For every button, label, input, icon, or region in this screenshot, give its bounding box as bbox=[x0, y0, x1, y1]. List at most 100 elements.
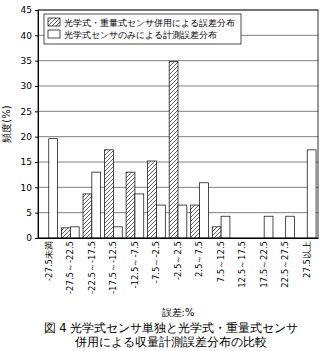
plot: 0 5 10 15 20 25 30 35 40 45 -27.5未満 -27.5～-22.5 -22.… bbox=[21, 5, 319, 294]
tick: -17.5～-12.5 bbox=[108, 238, 118, 294]
bar bbox=[156, 205, 165, 238]
tick: 0 bbox=[26, 233, 38, 243]
tick: -7.5～-2.5 bbox=[151, 238, 161, 283]
tick-label: -2.5～2.5 bbox=[173, 241, 183, 280]
legend: 光学式・重量式センサ併用による誤差分布光学式センサのみによる計測誤差分布 bbox=[44, 14, 241, 44]
tick: 22.5～27.5 bbox=[280, 238, 290, 288]
bar bbox=[307, 150, 316, 238]
tick-label: 15 bbox=[21, 157, 32, 167]
tick: 20 bbox=[21, 132, 38, 142]
tick: 27.5以上 bbox=[302, 238, 312, 278]
tick: 15 bbox=[21, 157, 38, 167]
x-axis-line bbox=[39, 238, 319, 239]
tick: 10 bbox=[21, 183, 38, 193]
bar bbox=[221, 216, 230, 238]
bar bbox=[49, 139, 58, 238]
tick: -27.5～-22.5 bbox=[65, 238, 75, 294]
tick: 30 bbox=[21, 81, 38, 91]
tick-mark bbox=[35, 238, 38, 239]
tick-label: 0 bbox=[26, 233, 32, 243]
tick-label: 45 bbox=[21, 5, 32, 15]
tick: 2.5～7.5 bbox=[194, 238, 204, 277]
tick-label: 30 bbox=[21, 81, 33, 91]
x-axis: -27.5未満 -27.5～-22.5 -22.5～-17.5 -17.5～-12.5… bbox=[39, 238, 319, 294]
y-axis: 0 5 10 15 20 25 30 35 40 45 bbox=[21, 5, 39, 243]
legend-label: 光学式・重量式センサ併用による誤差分布 bbox=[64, 18, 235, 28]
legend-label: 光学式センサのみによる計測誤差分布 bbox=[64, 30, 217, 40]
tick-mark bbox=[35, 111, 38, 112]
tick: -27.5未満 bbox=[43, 238, 53, 281]
tick: -12.5～-7.5 bbox=[130, 238, 140, 289]
bar bbox=[105, 150, 114, 238]
tick-label: 5 bbox=[26, 208, 32, 218]
bar bbox=[113, 227, 122, 238]
bar bbox=[61, 228, 70, 238]
tick-label: -27.5未満 bbox=[43, 241, 53, 281]
tick-label: 7.5～12.5 bbox=[216, 241, 226, 282]
tick-label: -12.5～-7.5 bbox=[130, 241, 140, 289]
tick-label: 10 bbox=[21, 183, 33, 193]
tick-label: 40 bbox=[21, 31, 33, 41]
bar bbox=[148, 161, 157, 238]
tick-label: -27.5～-22.5 bbox=[65, 241, 75, 294]
tick: 45 bbox=[21, 5, 38, 15]
bar bbox=[212, 227, 221, 238]
tick-label: 2.5～7.5 bbox=[194, 241, 204, 277]
tick-label: -22.5～-17.5 bbox=[87, 241, 97, 294]
tick-mark bbox=[35, 35, 38, 36]
tick: 12.5～17.5 bbox=[237, 238, 247, 288]
y-axis-line bbox=[35, 11, 39, 239]
title: 図 4 光学式センサ単独と光学式・重量式センサ bbox=[44, 321, 299, 335]
tick-label: 22.5～27.5 bbox=[280, 241, 290, 288]
tick-label: 17.5～22.5 bbox=[259, 241, 269, 288]
tick-mark bbox=[35, 137, 38, 138]
title: 併用による収量計測誤差分布の比較 bbox=[74, 335, 267, 349]
legend-item: 光学式・重量式センサ併用による誤差分布 bbox=[48, 18, 235, 28]
series bbox=[61, 62, 221, 238]
x-axis-title: 誤差:% bbox=[162, 307, 195, 318]
chart: 0 5 10 15 20 25 30 35 40 45 -27.5未満 -27.5～-22.5 -22.… bbox=[0, 0, 326, 351]
tick-mark bbox=[35, 86, 38, 87]
legend-swatch bbox=[48, 30, 60, 38]
bar bbox=[286, 216, 295, 238]
tick-mark bbox=[35, 162, 38, 163]
tick-label: 20 bbox=[21, 132, 33, 142]
tick-label: 27.5以上 bbox=[302, 241, 312, 278]
bar bbox=[70, 227, 79, 238]
tick-mark bbox=[35, 61, 38, 62]
legend-item: 光学式センサのみによる計測誤差分布 bbox=[48, 30, 217, 40]
tick: 17.5～22.5 bbox=[259, 238, 269, 288]
tick: 40 bbox=[21, 31, 38, 41]
bar bbox=[126, 172, 135, 238]
bar bbox=[92, 172, 101, 238]
bar bbox=[191, 205, 200, 238]
tick: 35 bbox=[21, 56, 38, 66]
tick-mark bbox=[35, 10, 38, 11]
series bbox=[49, 139, 316, 238]
tick: 25 bbox=[21, 107, 38, 117]
grid-line bbox=[38, 60, 318, 61]
bar bbox=[200, 183, 209, 238]
bar bbox=[83, 194, 92, 238]
bar bbox=[169, 62, 178, 238]
grid bbox=[38, 10, 318, 238]
tick-label: 35 bbox=[21, 56, 32, 66]
frame bbox=[38, 10, 318, 238]
tick: -22.5～-17.5 bbox=[87, 238, 97, 294]
tick: 5 bbox=[26, 208, 38, 218]
bar bbox=[178, 205, 187, 238]
legend-swatch bbox=[48, 18, 60, 26]
tick: 7.5～12.5 bbox=[216, 238, 226, 282]
y-axis-title: 頻度(%) bbox=[1, 105, 12, 142]
tick-label: -7.5～-2.5 bbox=[151, 241, 161, 283]
bar bbox=[264, 216, 273, 238]
tick-label: -17.5～-12.5 bbox=[108, 241, 118, 294]
bars bbox=[49, 62, 316, 238]
tick: -2.5～2.5 bbox=[173, 238, 183, 280]
tick-label: 12.5～17.5 bbox=[237, 241, 247, 288]
tick-mark bbox=[35, 187, 38, 188]
tick-label: 25 bbox=[21, 107, 32, 117]
legend-box bbox=[44, 14, 241, 44]
tick-mark bbox=[35, 213, 38, 214]
bar bbox=[135, 194, 144, 238]
